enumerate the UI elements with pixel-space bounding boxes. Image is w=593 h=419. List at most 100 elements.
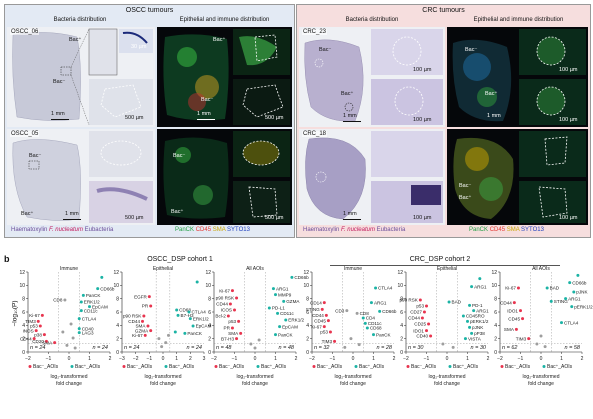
legend-minus: Bac⁻_AOIs [219, 364, 245, 370]
y-tick-label: 4 [22, 323, 25, 329]
data-point [378, 309, 382, 313]
point-label: EpCAM [92, 304, 108, 309]
point-label: LAG3 [82, 330, 94, 335]
data-point [187, 310, 191, 314]
legend-minus: Bac⁻_AOIs [317, 364, 343, 370]
data-point [461, 314, 465, 318]
oscc06-label: OSCC_06 [10, 29, 40, 35]
legend-syto13: SYTO13 [521, 227, 544, 233]
point-label: VISTA [468, 336, 482, 341]
y-tick-label: 4 [400, 323, 403, 329]
data-point [81, 293, 85, 297]
data-point [324, 313, 328, 317]
data-point [463, 337, 467, 341]
data-point [77, 327, 81, 331]
data-point [345, 309, 349, 313]
y-tick-label: 4 [208, 323, 211, 329]
point-label: CD8 [360, 311, 370, 316]
data-point [284, 318, 288, 322]
legend-haematoxylin: Haematoxylin [11, 227, 48, 233]
point-label: ICOS [221, 308, 232, 313]
x-tick-label: −2 [211, 356, 217, 362]
data-point [142, 314, 146, 318]
point-label: TIM3 [516, 336, 527, 341]
data-point [88, 305, 91, 309]
x-tick-label: 2 [189, 356, 192, 362]
panel-b-letter: b [4, 254, 10, 264]
crc-title: CRC tumours [422, 7, 465, 14]
data-point [96, 287, 100, 291]
data-point [570, 305, 574, 309]
legend-syto13: SYTO13 [227, 227, 250, 233]
oscc06-fluorescence-image: Bac⁺ Bac⁻ 1 mm 500 µm [157, 27, 292, 127]
scale-1mm: 1 mm [51, 111, 65, 117]
n-right: n = 48 [279, 345, 295, 351]
y-tick-label: 12 [19, 270, 25, 276]
scale-bar [63, 219, 81, 220]
point-label: PanCK [187, 331, 202, 336]
data-point [447, 300, 451, 304]
data-point [278, 325, 282, 329]
legend-dot-minus [406, 365, 410, 368]
y-tick-label: 6 [116, 310, 119, 316]
data-point [160, 345, 164, 349]
bac-plus-label: Bac⁺ [341, 91, 354, 97]
cohort1-title: OSCC_DSP cohort 1 [147, 256, 213, 263]
x-tick-label: 3 [203, 356, 206, 362]
bac-minus-label: Bac⁻ [319, 47, 332, 53]
y-tick-label: 8 [208, 296, 211, 302]
point-label: PD-1 [472, 303, 483, 308]
x-axis-label-1: log₂-transformed [335, 374, 372, 380]
x-axis-label-1: log₂-transformed [523, 374, 560, 380]
bac-plus-label: Bac⁺ [171, 209, 184, 215]
point-label: CD45 [314, 318, 326, 323]
bac-minus-label: Bac⁻ [201, 97, 214, 103]
point-label: ARG1 [568, 296, 581, 301]
scale-1mm: 1 mm [343, 211, 357, 217]
legend-plus: Bac⁺_AOIs [261, 364, 287, 370]
data-point [249, 342, 253, 346]
data-point [235, 296, 239, 300]
x-axis-label-2: fold change [340, 381, 366, 387]
data-point [228, 302, 232, 306]
point-label: p53 [228, 319, 236, 324]
data-point [253, 346, 257, 350]
legend-minus: Bac⁻_AOIs [411, 364, 437, 370]
data-point [470, 331, 474, 335]
scale-bar [343, 219, 361, 220]
data-point [466, 319, 469, 323]
oscc-bacteria-subtitle: Bacteria distribution [53, 17, 107, 23]
point-label: STING [306, 307, 320, 312]
data-point [372, 333, 375, 337]
data-point [69, 322, 73, 326]
data-point [535, 342, 539, 346]
scale-1mm: 1 mm [343, 113, 357, 119]
y-tick-label: 10 [491, 283, 497, 289]
data-point [355, 311, 359, 315]
point-label: EpCAM [196, 324, 212, 329]
x-tick-label: 0 [540, 356, 543, 362]
y-tick-label: 8 [400, 296, 403, 302]
point-label: ARG1 [374, 300, 387, 305]
oscc05-label: OSCC_05 [10, 131, 40, 137]
bac-minus-label: Bac⁻ [465, 47, 478, 53]
x-tick-label: −2 [309, 356, 315, 362]
data-point [173, 330, 177, 334]
point-label: BAD [550, 286, 560, 291]
data-point [369, 301, 373, 305]
data-point [141, 319, 144, 323]
x-tick-label: 1 [560, 356, 563, 362]
crc-epi-subtitle: Epithelial and immune distribution [473, 17, 564, 23]
n-left: n = 62 [502, 345, 517, 351]
data-point [147, 295, 151, 299]
data-point [521, 317, 525, 321]
legend-dot-plus [164, 365, 168, 368]
data-point [63, 298, 67, 302]
data-point [470, 285, 474, 289]
data-point [237, 319, 241, 323]
point-label: CD20 [32, 339, 44, 344]
x-tick-label: 2 [487, 356, 490, 362]
crc-bacteria-subtitle: Bacteria distribution [345, 17, 399, 23]
point-label: IDO1 [413, 328, 424, 333]
point-label: CTLA4 [82, 316, 97, 321]
